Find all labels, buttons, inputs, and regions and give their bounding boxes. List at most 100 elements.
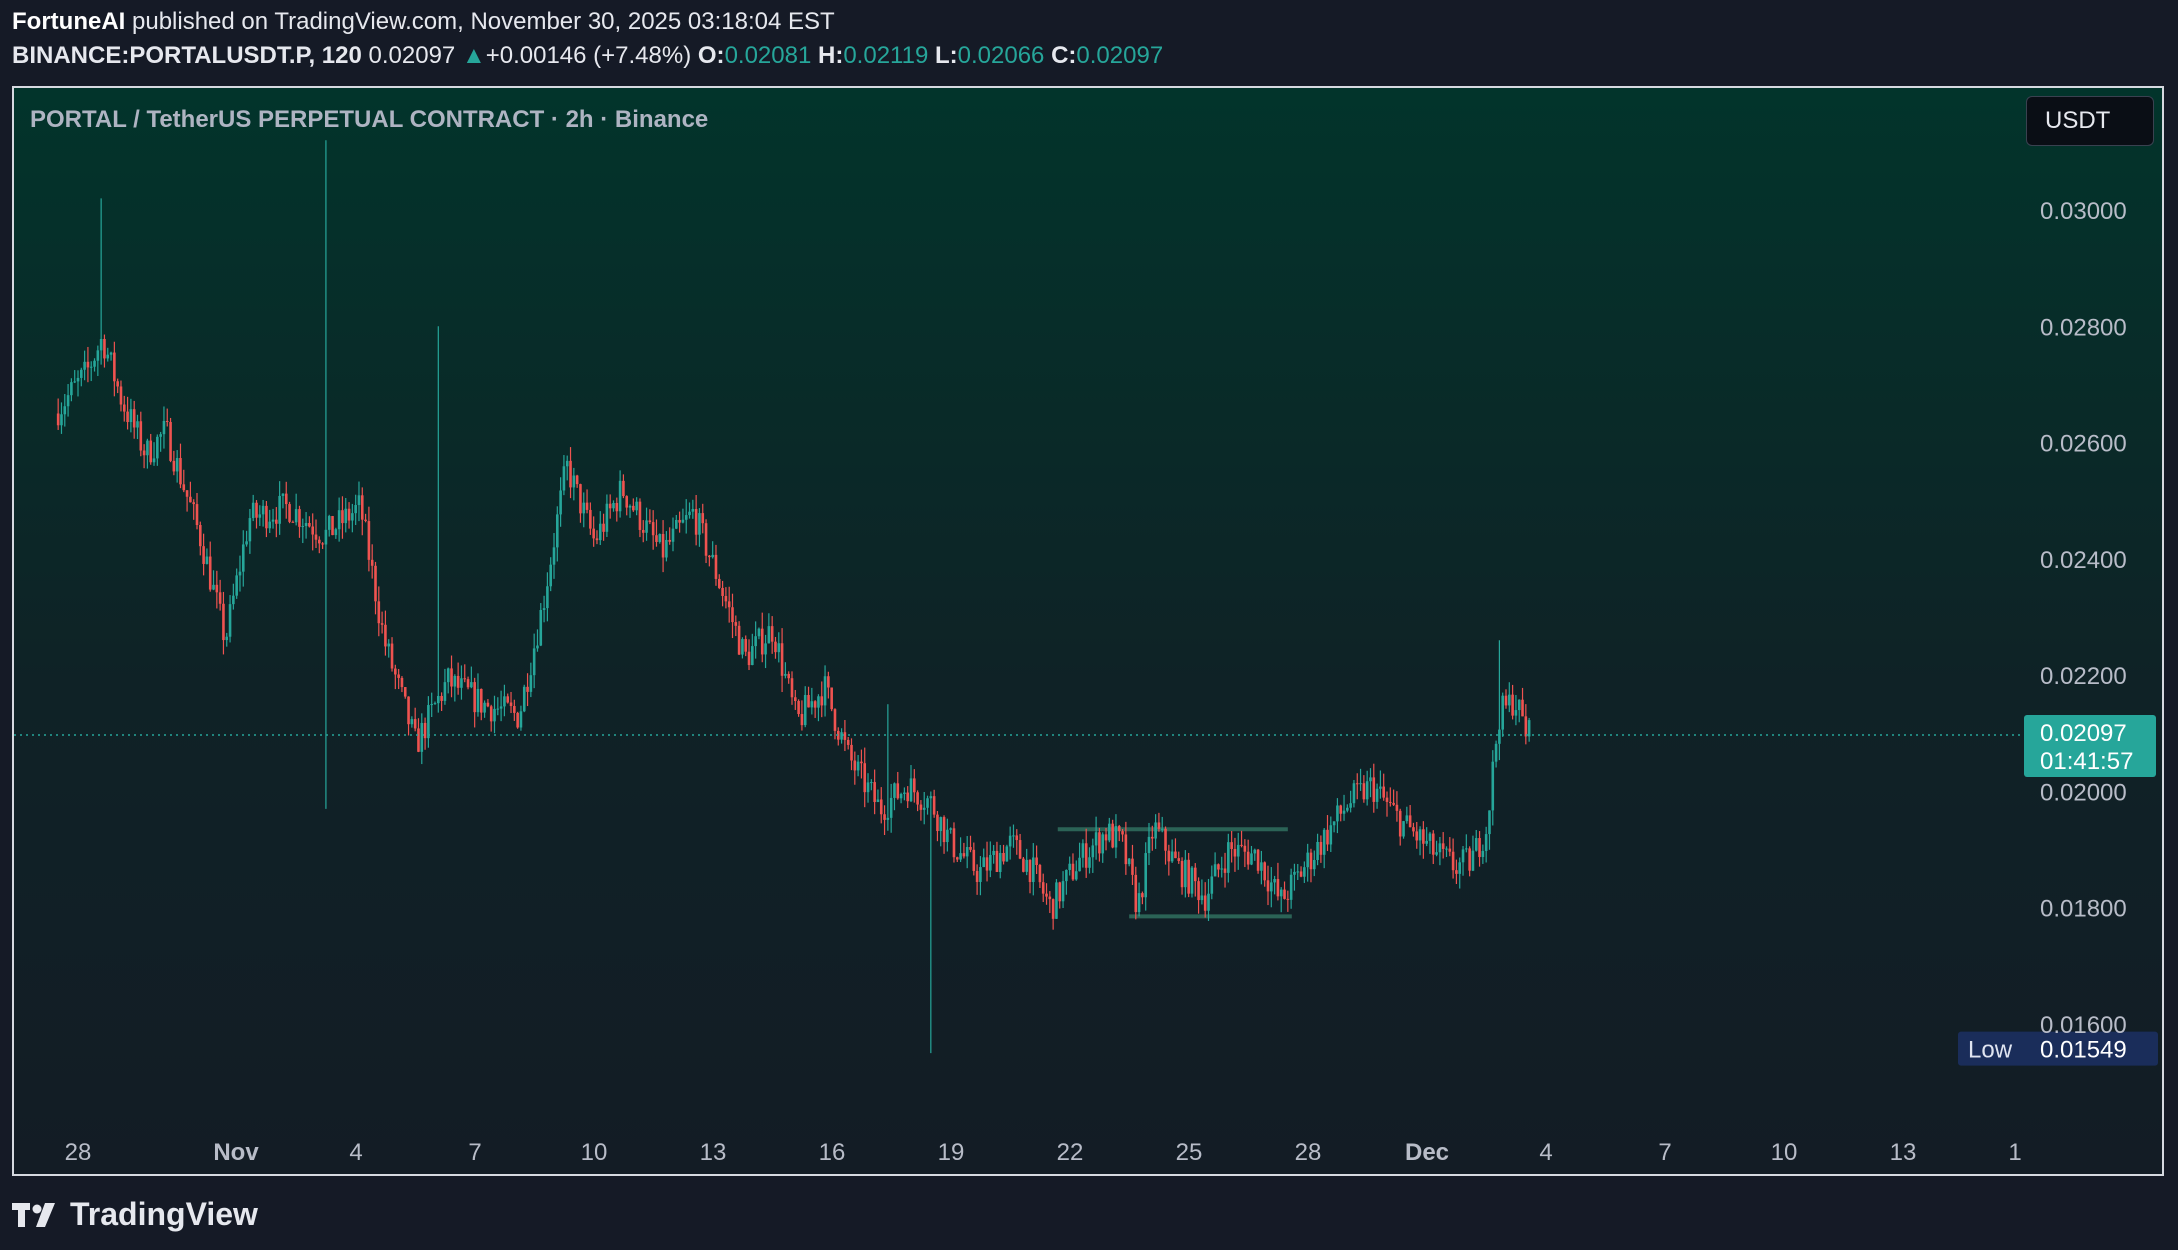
close-value: 0.02097 [1076, 42, 1164, 69]
candle-body [1260, 862, 1263, 871]
candle-body [1250, 853, 1253, 865]
candle-body [1478, 838, 1481, 858]
candle-body [903, 792, 906, 794]
candle-body [598, 523, 602, 541]
candle-body [615, 503, 619, 512]
publish-info: FortuneAI published on TradingView.com, … [12, 8, 835, 36]
candle-body [1174, 851, 1177, 859]
candle-body [1425, 840, 1428, 844]
candle-body [1048, 896, 1052, 900]
candle-body [331, 516, 334, 536]
candle-body [1177, 858, 1181, 861]
candle-body [113, 352, 116, 382]
candle-body [519, 711, 523, 728]
candle-body [1213, 864, 1217, 877]
candle-body [66, 395, 70, 407]
candle-body [651, 522, 655, 536]
candle-body [446, 668, 450, 683]
candle-body [886, 817, 890, 820]
candle-body [241, 544, 245, 572]
candle-body [218, 592, 222, 604]
candle-body [119, 386, 123, 405]
candle-body [1398, 810, 1402, 837]
x-tick-label: 13 [700, 1139, 727, 1166]
y-tick-label: 0.01600 [2040, 1012, 2127, 1039]
candle-body [476, 688, 480, 713]
candle-body [1151, 836, 1154, 839]
last-price: 0.02097 [368, 42, 456, 69]
candle-body [807, 695, 810, 708]
tradingview-logo-icon [12, 1202, 55, 1227]
candle-body [522, 686, 526, 712]
ohlc-header: BINANCE:PORTALUSDT.P, 120 0.02097 ▲+0.00… [12, 42, 1163, 70]
candle-body [737, 625, 741, 655]
candle-body [767, 626, 771, 644]
candle-body [1137, 893, 1141, 913]
footer-brand: TradingView [12, 1196, 258, 1233]
candle-body [506, 696, 510, 703]
candle-body [212, 584, 215, 590]
candle-body [311, 526, 314, 535]
x-tick-label: 4 [349, 1139, 362, 1166]
candle-body [413, 719, 417, 729]
candle-body [1032, 857, 1035, 883]
candle-body [1418, 829, 1422, 841]
candle-body [846, 739, 850, 745]
candle-body [1246, 851, 1250, 865]
candle-body [1392, 802, 1395, 805]
candle-body [1154, 822, 1157, 839]
candle-body [503, 696, 506, 707]
candle-body [129, 409, 133, 423]
candle-body [1223, 868, 1227, 873]
candle-body [245, 541, 248, 545]
candle-body [132, 409, 136, 428]
candle-body [1455, 870, 1458, 874]
candle-body [1094, 832, 1098, 846]
candle-body [932, 796, 936, 815]
candle-body [1309, 852, 1313, 870]
open-value: 0.02081 [724, 42, 812, 69]
candle-body [612, 503, 615, 509]
candle-body [635, 501, 638, 511]
candle-body [1283, 889, 1286, 899]
candle-body [1336, 805, 1339, 822]
candle-body [946, 829, 949, 843]
candle-body [347, 508, 351, 521]
candle-body [856, 761, 860, 771]
current-price-value: 0.02097 [2040, 720, 2127, 747]
candle-body [228, 604, 232, 637]
currency-button[interactable]: USDT [2026, 96, 2154, 146]
chart-pane[interactable]: 0.02097 01:41:57 Low 0.01549 0.01600 0.01800… [12, 86, 2164, 1176]
candle-body [126, 411, 129, 423]
candle-body [377, 601, 381, 624]
candle-body [1210, 876, 1214, 894]
candle-body [1022, 858, 1025, 872]
candle-body [199, 525, 202, 547]
candle-body [1428, 833, 1432, 841]
candle-body [1207, 893, 1210, 911]
candle-body [460, 678, 463, 688]
candle-body [1369, 777, 1372, 782]
candle-body [142, 450, 146, 456]
candle-body [1243, 845, 1247, 852]
candle-body [417, 728, 420, 752]
candle-body [192, 502, 195, 505]
candle-body [360, 495, 364, 520]
candle-body [248, 518, 252, 542]
candle-body [529, 675, 533, 692]
candle-body [757, 628, 761, 637]
candle-body [60, 414, 63, 426]
candle-body [403, 687, 407, 697]
high-label: H: [818, 42, 844, 69]
candle-body [724, 595, 728, 602]
candle-body [803, 695, 807, 726]
candle-body [1438, 843, 1442, 853]
candle-body [103, 338, 106, 359]
open-label: O: [697, 42, 725, 69]
candle-body [1279, 889, 1283, 897]
candle-body [1203, 895, 1207, 911]
candle-body [149, 440, 153, 463]
candle-body [1190, 867, 1194, 894]
candle-body [463, 678, 467, 680]
